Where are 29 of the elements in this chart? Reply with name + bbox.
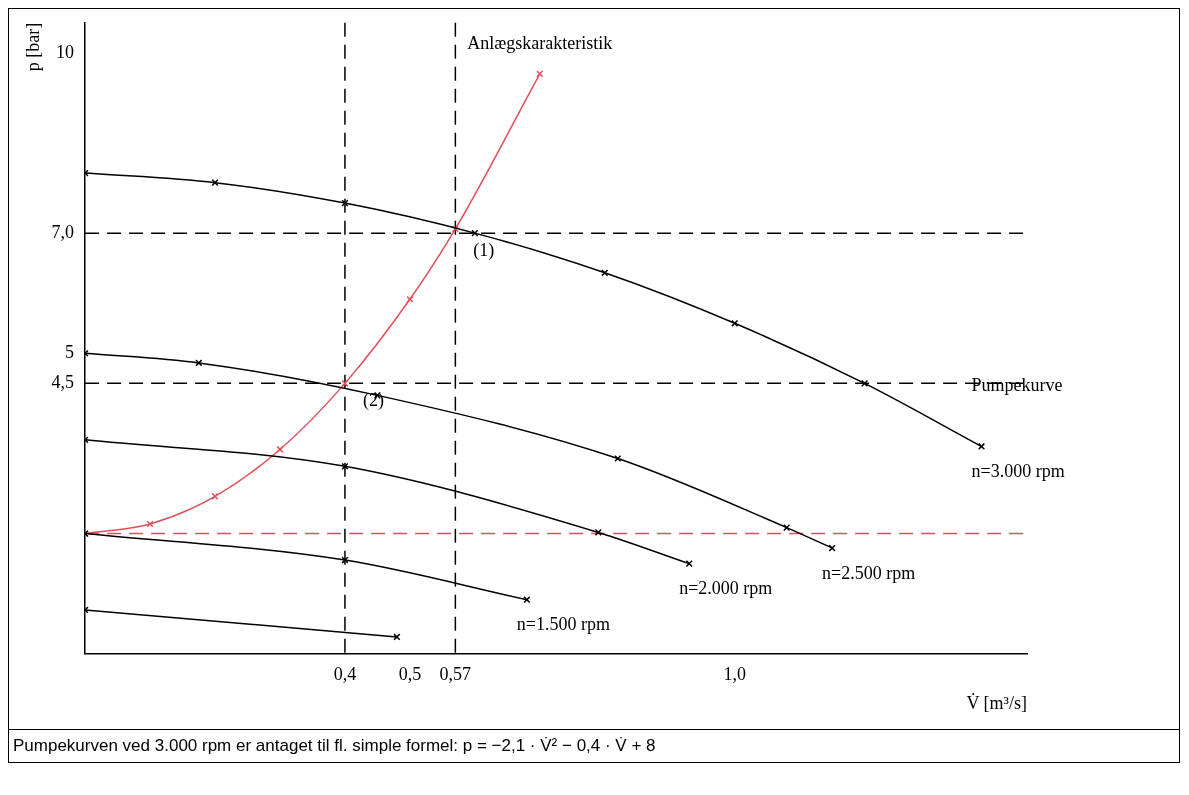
y-tick-label: 10 xyxy=(56,41,75,62)
annotation: (2) xyxy=(362,390,384,412)
x-tick-label: 0,57 xyxy=(439,664,472,685)
series-label: n=1.500 rpm xyxy=(516,614,610,635)
text: Pumpekurven ved 3.000 rpm er antaget til fl. simple formel: p = −2,1 · V̇² − 0,4 · V̇ + 8 xyxy=(9,729,1179,762)
point xyxy=(977,442,986,451)
point xyxy=(783,524,791,532)
point xyxy=(276,445,284,454)
y-axis-title: p [bar] xyxy=(22,22,43,72)
point xyxy=(471,229,479,237)
point xyxy=(861,379,869,387)
point xyxy=(341,556,349,564)
series-label: n=3.000 rpm xyxy=(971,461,1065,482)
point xyxy=(341,199,349,207)
y-tick-label: 7,0 xyxy=(51,221,75,242)
y-tick-label: 4,5 xyxy=(51,372,75,393)
point xyxy=(731,319,739,327)
x-tick-label: 0,5 xyxy=(398,664,422,685)
series-label: n=2.000 rpm xyxy=(679,578,773,599)
series-label: Anlægskarakteristik xyxy=(467,32,613,53)
annotation: Pumpekurve xyxy=(971,375,1063,396)
x-tick-label: 0,4 xyxy=(333,664,357,685)
series-label: n=2.500 rpm xyxy=(822,562,916,583)
point xyxy=(146,520,154,528)
y-tick-label: 5 xyxy=(65,342,75,363)
point xyxy=(601,269,609,277)
x-axis-title: V̇ [m³/s] xyxy=(966,691,1027,713)
annotation: (1) xyxy=(473,239,495,261)
x-tick-label: 1,0 xyxy=(723,664,746,685)
